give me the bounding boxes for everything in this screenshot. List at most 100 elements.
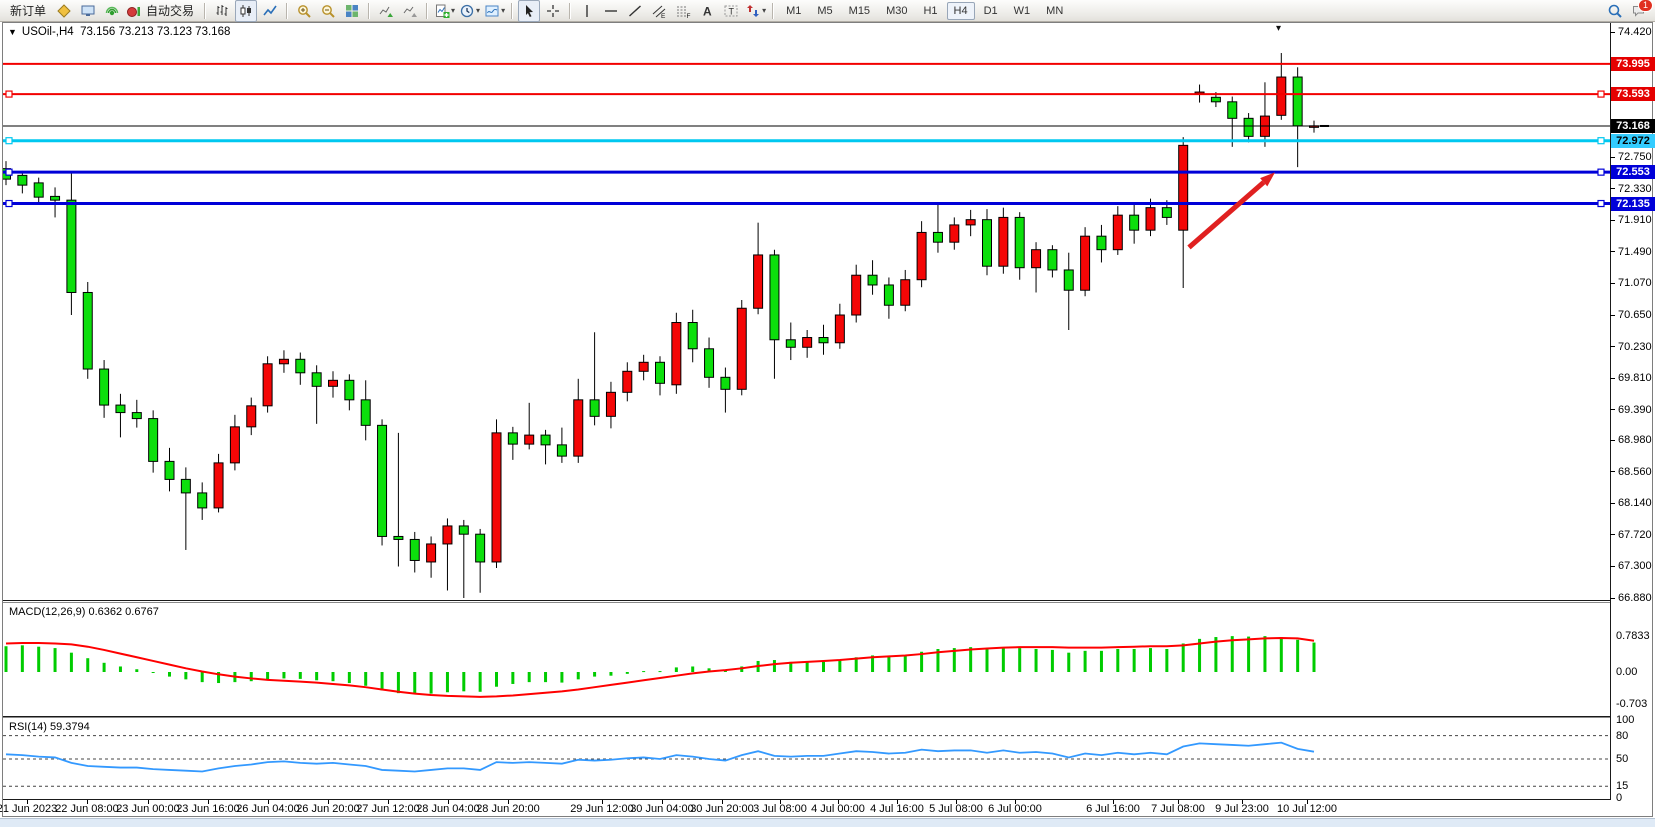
level-price-badge: 73.593 <box>1611 87 1655 102</box>
crosshair-icon[interactable] <box>542 0 564 22</box>
price-tick <box>1610 409 1615 411</box>
time-axis-line <box>3 799 1610 800</box>
search-icon[interactable] <box>1604 0 1626 22</box>
periods-icon[interactable]: ▾ <box>458 0 481 22</box>
dropdown-caret-icon[interactable]: ▾ <box>451 6 456 15</box>
line-handle[interactable] <box>1597 168 1605 176</box>
autotrading-icon <box>127 6 141 17</box>
level-price-badge: 73.995 <box>1611 56 1655 71</box>
time-tick <box>602 800 603 804</box>
signals-icon[interactable] <box>101 0 123 22</box>
time-tick <box>956 800 957 804</box>
price-tick-label: 71.070 <box>1618 277 1652 290</box>
tile-windows-icon[interactable] <box>341 0 363 22</box>
macd-histogram <box>4 636 1316 695</box>
toolbar-separator <box>426 2 429 19</box>
main-toolbar: 新订单 自动交易 ▾ ▾ ▾ E F A T ▾ M1 M5 M15 M30 H1 H4 D1 W1 MN 1 <box>0 0 1655 22</box>
macd-indicator-label: MACD(12,26,9) 0.6362 0.6767 <box>9 606 159 618</box>
rsi-indicator-label: RSI(14) 59.3794 <box>9 721 90 733</box>
trend-arrow[interactable] <box>1187 172 1275 250</box>
auto-scroll-icon[interactable] <box>399 0 421 22</box>
price-tick-label: 74.420 <box>1618 26 1652 38</box>
timeframe-w1-button[interactable]: W1 <box>1013 4 1031 17</box>
svg-text:T: T <box>729 6 735 16</box>
price-tick <box>1610 471 1615 473</box>
trendline-icon[interactable] <box>624 0 646 22</box>
timeframe-h4-button[interactable]: H4 <box>946 1 975 20</box>
dropdown-caret-icon[interactable]: ▾ <box>762 6 767 15</box>
new-order-button[interactable]: 新订单 <box>10 4 47 18</box>
chart-shift-icon[interactable] <box>375 0 397 22</box>
profiles-icon[interactable] <box>77 0 99 22</box>
line-handle[interactable] <box>5 137 13 145</box>
price-tick-label: 68.980 <box>1618 434 1652 447</box>
timeframe-m1-button[interactable]: M1 <box>786 4 802 17</box>
rsi-tick-label: 100 <box>1616 714 1635 726</box>
vertical-line-icon[interactable] <box>576 0 598 22</box>
line-handle[interactable] <box>5 199 13 208</box>
time-tick <box>780 800 781 804</box>
arrows-icon[interactable]: ▾ <box>744 0 767 22</box>
line-handle[interactable] <box>1597 137 1605 145</box>
timeframe-d1-button[interactable]: D1 <box>983 4 998 17</box>
price-tick-label: 69.810 <box>1618 372 1652 385</box>
text-label-icon[interactable]: T <box>720 0 742 22</box>
level-price-badge: 72.553 <box>1611 165 1655 180</box>
notification-badge: 1 <box>1637 0 1653 12</box>
candlestick-chart-icon[interactable] <box>235 0 258 22</box>
timeframe-mn-button[interactable]: MN <box>1046 4 1064 17</box>
price-tick-label: 71.910 <box>1618 214 1652 227</box>
time-axis-label: 28 Jun 20:00 <box>476 803 540 815</box>
bar-chart-icon[interactable] <box>211 0 233 22</box>
horizontal-line-icon[interactable] <box>600 0 622 22</box>
price-tick <box>1610 251 1615 253</box>
timeframe-m5-button[interactable]: M5 <box>817 4 833 17</box>
levels-layer[interactable] <box>3 62 1610 208</box>
line-handle[interactable] <box>1597 90 1605 98</box>
templates-icon[interactable]: ▾ <box>483 0 506 22</box>
equidistant-channel-icon[interactable]: E <box>648 0 670 22</box>
price-tick-label: 72.330 <box>1618 182 1652 195</box>
last-price-marker <box>1320 124 1329 127</box>
zoom-in-icon[interactable] <box>293 0 315 22</box>
toolbar-separator <box>368 2 371 19</box>
price-tick <box>1610 439 1615 441</box>
timeframe-h1-button[interactable]: H1 <box>923 4 938 17</box>
autotrading-button[interactable]: 自动交易 <box>125 0 199 22</box>
main-macd-separator[interactable] <box>3 600 1610 601</box>
dropdown-caret-icon[interactable]: ▾ <box>476 6 481 15</box>
rsi-tick-label: 50 <box>1616 753 1629 765</box>
toolbar-separator <box>569 2 572 19</box>
time-axis-label: 4 Jul 00:00 <box>811 803 865 815</box>
price-tick <box>1610 219 1615 221</box>
line-handle[interactable] <box>1597 199 1605 208</box>
line-handle[interactable] <box>5 168 13 176</box>
macd-rsi-separator[interactable] <box>3 716 1610 717</box>
timeframe-m15-button[interactable]: M15 <box>848 4 871 17</box>
cursor-icon[interactable] <box>518 0 541 22</box>
chart-shift-marker[interactable]: ▾ <box>1276 23 1282 34</box>
macd-signal-line <box>5 636 1315 698</box>
new-chart-icon[interactable] <box>53 0 75 22</box>
time-tick <box>1178 800 1179 804</box>
svg-text:A: A <box>703 4 712 18</box>
macd-rsi-separator-shadow <box>3 717 1610 718</box>
indicators-icon[interactable]: ▾ <box>433 0 456 22</box>
price-chart-canvas <box>3 53 1610 598</box>
text-icon[interactable]: A <box>696 0 718 22</box>
price-tick <box>1610 377 1615 379</box>
fibonacci-icon[interactable]: F <box>672 0 694 22</box>
chart-dropdown-icon[interactable]: ▼ <box>8 27 17 37</box>
price-tick <box>1610 282 1615 284</box>
chart-symbol-period: USOil-,H4 <box>21 26 74 38</box>
notifications-icon[interactable]: 1 <box>1628 0 1653 22</box>
line-chart-icon[interactable] <box>259 0 281 22</box>
timeframe-m30-button[interactable]: M30 <box>886 4 908 17</box>
macd-canvas <box>4 636 1316 698</box>
dropdown-caret-icon[interactable]: ▾ <box>501 6 506 15</box>
zoom-out-icon[interactable] <box>317 0 339 22</box>
time-tick <box>1307 800 1308 804</box>
price-tick <box>1610 188 1615 190</box>
line-handle[interactable] <box>5 90 13 98</box>
